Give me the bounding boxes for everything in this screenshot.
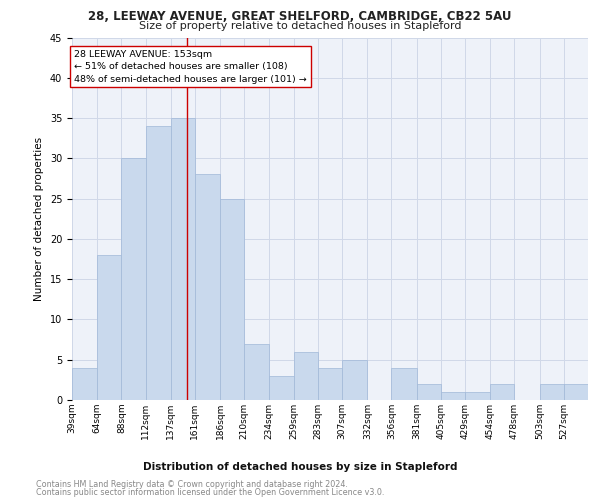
Bar xyxy=(121,158,146,400)
Bar xyxy=(539,384,564,400)
Bar xyxy=(244,344,269,400)
Bar xyxy=(342,360,367,400)
Bar xyxy=(318,368,342,400)
Text: 28, LEEWAY AVENUE, GREAT SHELFORD, CAMBRIDGE, CB22 5AU: 28, LEEWAY AVENUE, GREAT SHELFORD, CAMBR… xyxy=(88,10,512,23)
Bar xyxy=(97,255,121,400)
Bar xyxy=(294,352,318,400)
Bar xyxy=(72,368,97,400)
Bar xyxy=(269,376,294,400)
Bar xyxy=(441,392,465,400)
Text: Distribution of detached houses by size in Stapleford: Distribution of detached houses by size … xyxy=(143,462,457,472)
Bar xyxy=(416,384,441,400)
Text: Size of property relative to detached houses in Stapleford: Size of property relative to detached ho… xyxy=(139,21,461,31)
Text: 28 LEEWAY AVENUE: 153sqm
← 51% of detached houses are smaller (108)
48% of semi-: 28 LEEWAY AVENUE: 153sqm ← 51% of detach… xyxy=(74,50,307,84)
Bar xyxy=(146,126,171,400)
Text: Contains public sector information licensed under the Open Government Licence v3: Contains public sector information licen… xyxy=(36,488,385,497)
Y-axis label: Number of detached properties: Number of detached properties xyxy=(34,136,44,301)
Bar xyxy=(490,384,514,400)
Bar xyxy=(465,392,490,400)
Text: Contains HM Land Registry data © Crown copyright and database right 2024.: Contains HM Land Registry data © Crown c… xyxy=(36,480,348,489)
Bar xyxy=(564,384,588,400)
Bar xyxy=(220,198,244,400)
Bar xyxy=(171,118,195,400)
Bar xyxy=(195,174,220,400)
Bar xyxy=(391,368,416,400)
